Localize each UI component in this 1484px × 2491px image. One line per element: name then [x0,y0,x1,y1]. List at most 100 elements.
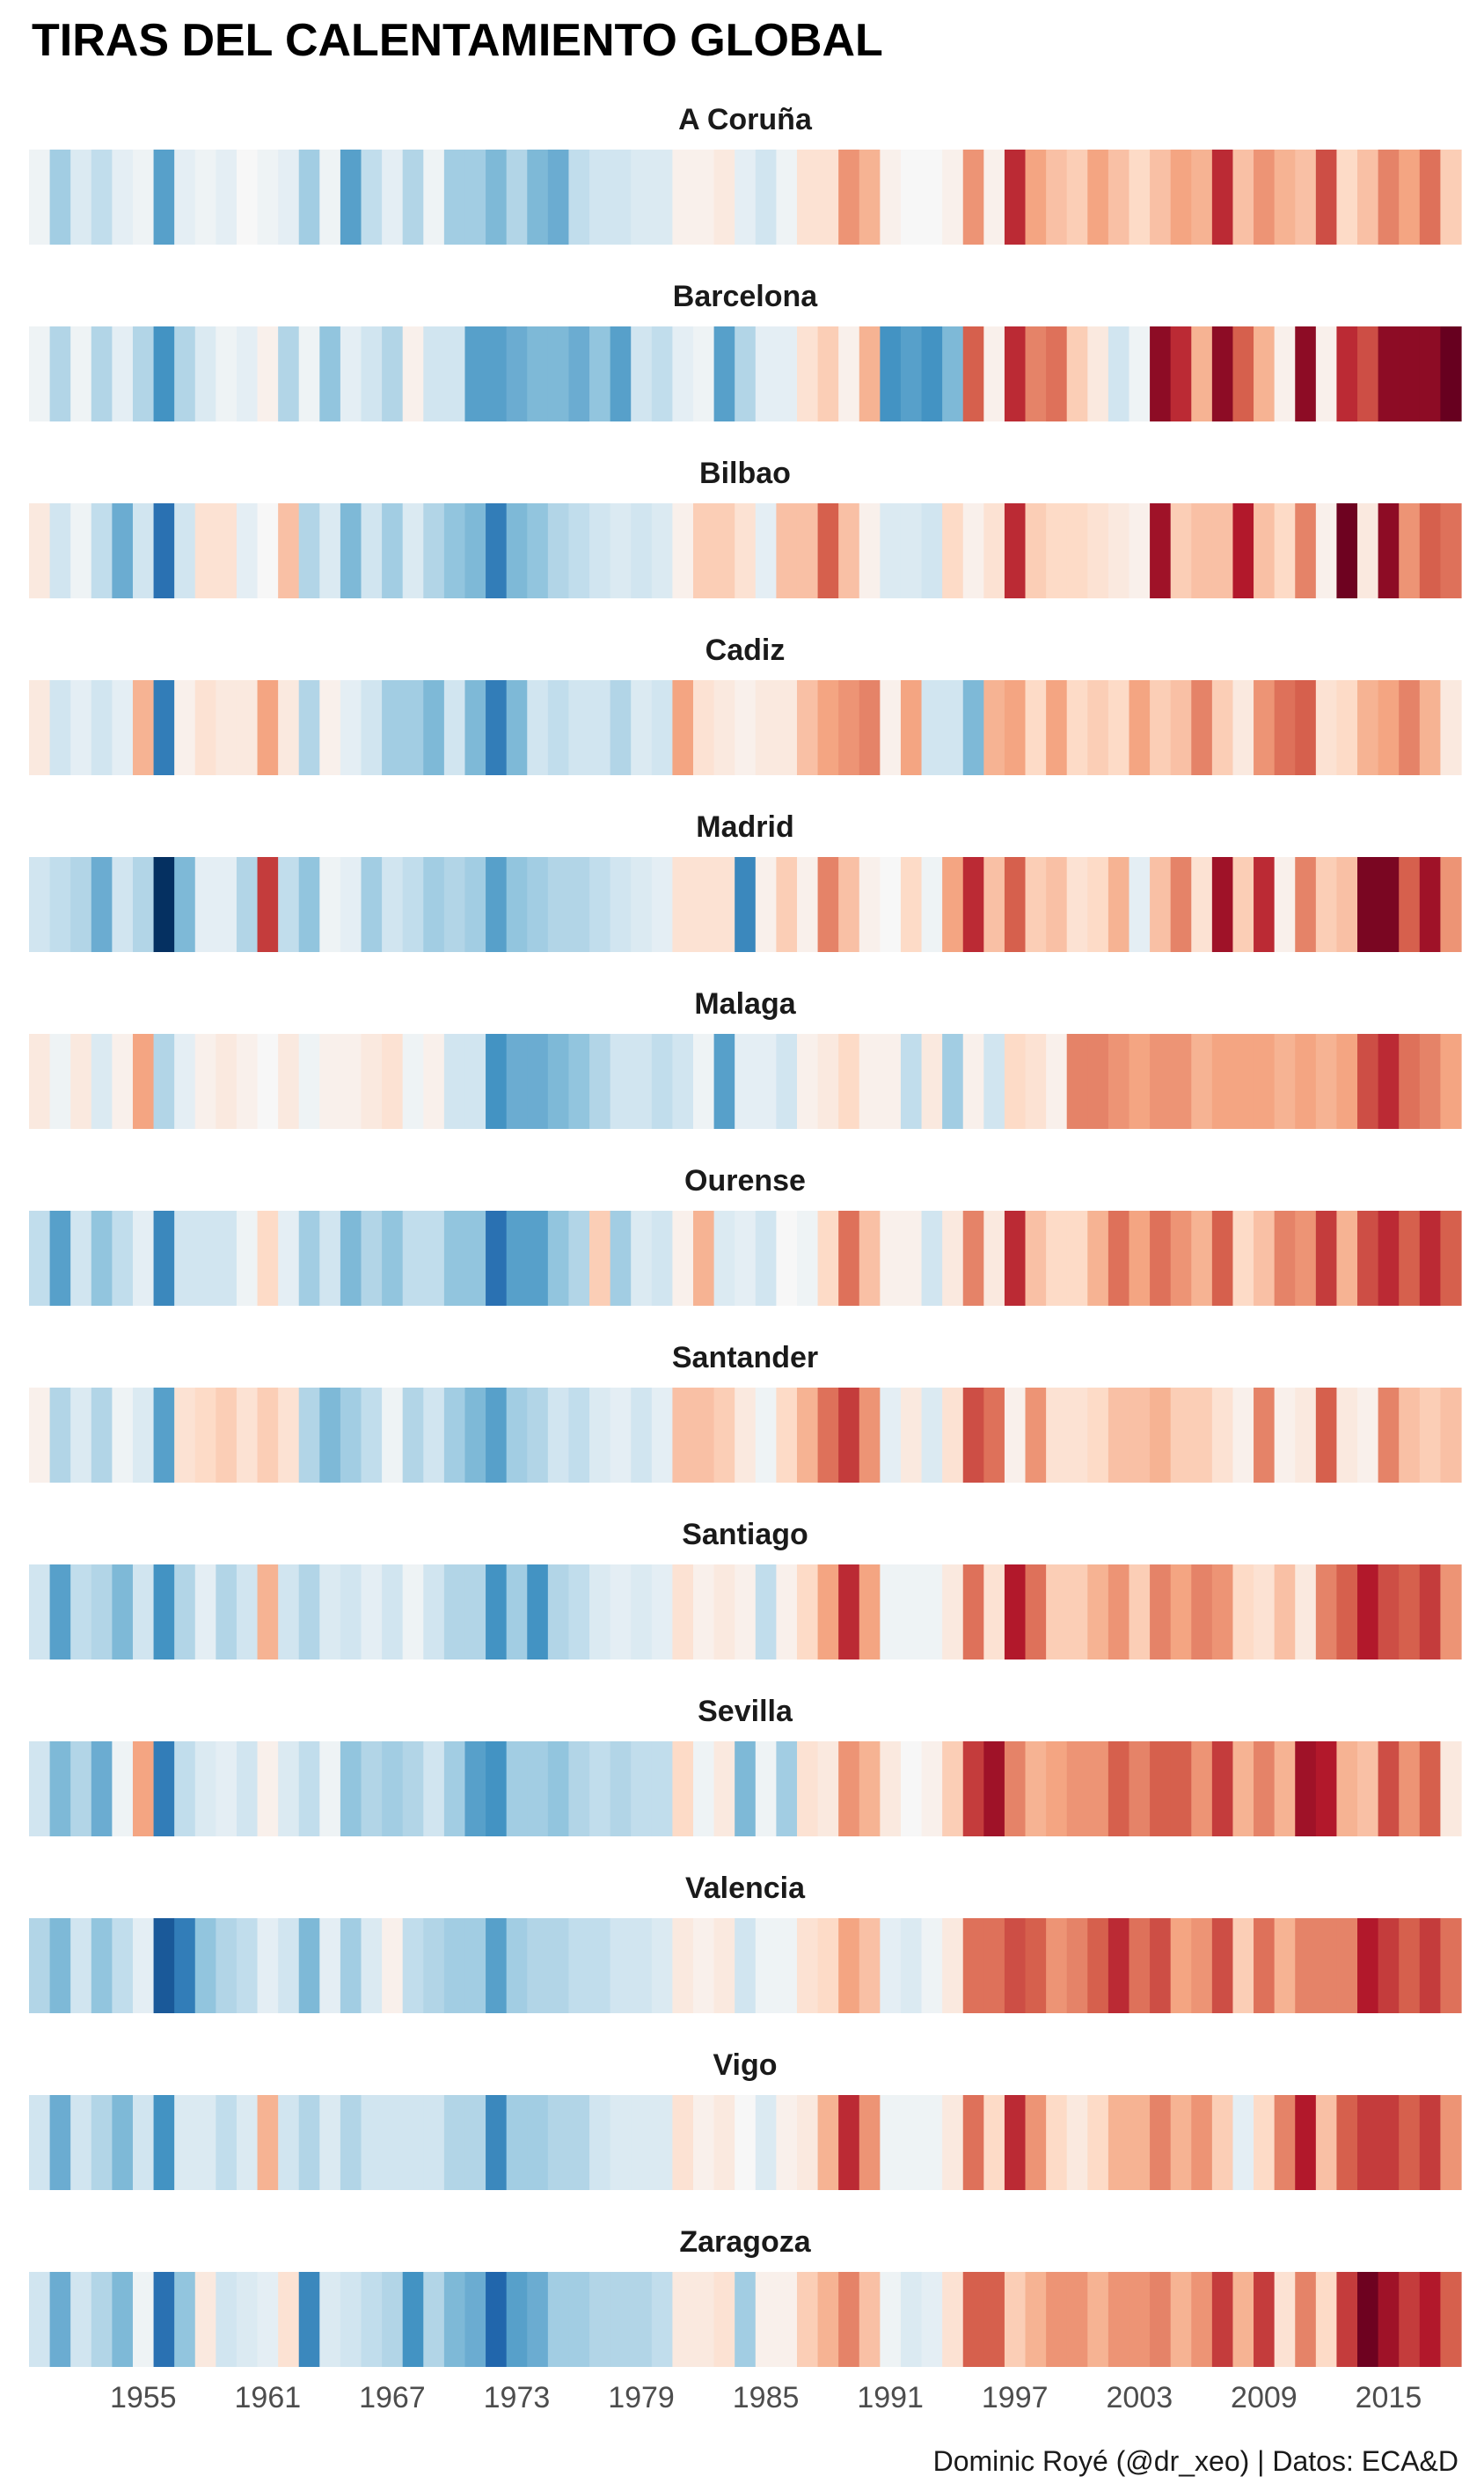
stripe [1211,1211,1234,1306]
stripe [70,150,92,245]
stripe [1274,503,1296,598]
stripe [1170,1034,1192,1129]
stripe [1315,680,1338,775]
stripe [194,1918,216,2013]
stripe [589,2095,611,2190]
stripe [257,2272,279,2367]
stripe [1254,1564,1276,1659]
stripe [776,150,798,245]
stripe [527,2095,549,2190]
stripe [153,1388,175,1483]
stripe [859,2272,881,2367]
stripe [1108,1918,1130,2013]
facet-label: A Coruña [678,103,813,136]
stripe [755,1211,777,1306]
stripe [132,680,155,775]
stripe [900,2095,923,2190]
stripe [49,1034,71,1129]
x-tick-label: 1985 [733,2381,800,2414]
stripe [49,326,71,421]
stripe [776,326,798,421]
stripe [921,503,943,598]
stripe [1004,1918,1027,2013]
x-tick-label: 2003 [1106,2381,1173,2414]
stripe [1274,1918,1296,2013]
stripe [589,1918,611,2013]
stripe [651,1741,674,1836]
stripe [962,1918,984,2013]
stripe [672,2095,694,2190]
stripe [1295,2272,1317,2367]
stripe [506,857,528,952]
stripe [1254,150,1276,245]
stripe [755,857,777,952]
stripe [1025,1388,1047,1483]
stripe [755,1741,777,1836]
stripe [506,503,528,598]
stripe [755,1918,777,2013]
stripe [319,1741,341,1836]
stripe [796,150,819,245]
stripe [1232,1741,1254,1836]
stripe [257,503,279,598]
x-tick-label: 1973 [484,2381,551,2414]
stripe [1025,150,1047,245]
stripe [880,1211,902,1306]
stripe [278,1034,300,1129]
stripe [216,1564,238,1659]
stripe [589,326,611,421]
stripe [278,2095,300,2190]
stripe [153,1034,175,1129]
facet-label: Sevilla [698,1695,793,1728]
stripe [610,326,632,421]
stripe [153,326,175,421]
stripe [880,2272,902,2367]
stripe [91,2272,113,2367]
stripe [1129,326,1151,421]
stripe [880,1388,902,1483]
stripe [174,1388,196,1483]
stripe [568,1211,590,1306]
stripe [693,680,715,775]
stripe [506,680,528,775]
stripe [755,680,777,775]
stripe [1295,326,1317,421]
stripe [1066,1388,1088,1483]
stripe [1129,1564,1151,1659]
stripe [735,2272,757,2367]
stripe [506,326,528,421]
stripe [1399,680,1421,775]
stripe [29,1918,51,2013]
stripe [1211,2095,1234,2190]
stripe [1129,680,1151,775]
stripe [216,2272,238,2367]
stripe [755,326,777,421]
stripe [1170,2095,1192,2190]
stripe [1357,2095,1379,2190]
stripe [859,1564,881,1659]
stripe [464,1741,486,1836]
stripe [693,1741,715,1836]
stripe [1004,326,1027,421]
stripe [112,857,134,952]
stripe [382,680,404,775]
stripe [1336,1388,1358,1483]
stripe [1046,1034,1068,1129]
stripe [1046,1388,1068,1483]
stripe [382,1741,404,1836]
facet-panel: Cadiz [29,634,1462,775]
stripe [423,1211,445,1306]
stripe [49,2095,71,2190]
stripe [464,1918,486,2013]
stripe [443,1918,466,2013]
chart-title: TIRAS DEL CALENTAMIENTO GLOBAL [32,15,883,66]
stripe [610,150,632,245]
stripe [1150,326,1172,421]
stripe [298,1034,320,1129]
stripe [298,1211,320,1306]
stripe [112,680,134,775]
stripe [1399,503,1421,598]
stripe [112,150,134,245]
stripe [631,326,653,421]
stripe [776,1918,798,2013]
